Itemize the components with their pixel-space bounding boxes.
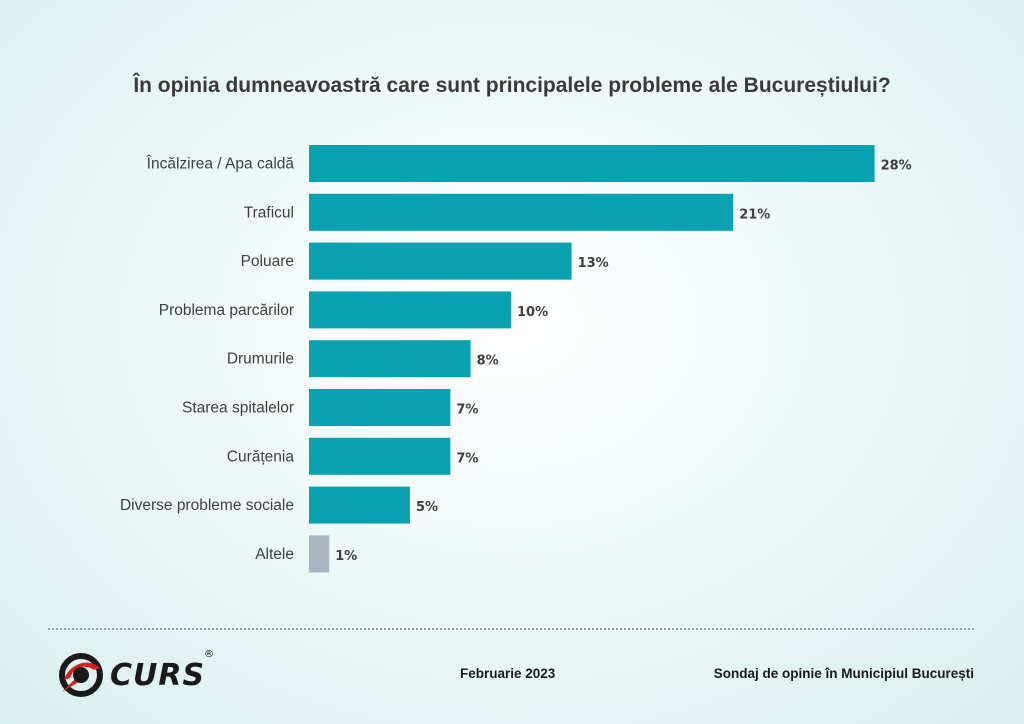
footer-survey-label: Sondaj de opinie în Municipiul București [713,666,974,681]
value-label: 13% [578,256,609,271]
bar-5 [309,389,451,426]
curs-logo: CURS ® [56,649,214,698]
value-label: 7% [456,451,478,466]
value-label: 7% [456,403,478,418]
bar-chart: Încălzirea / Apa caldă 28% Traficul 21% Polu… [120,145,912,573]
category-label: Traficul [244,204,294,221]
bar-7 [309,486,410,524]
curs-logo-icon [59,653,103,697]
category-label: Drumurile [227,351,294,368]
category-label: Poluare [241,253,294,270]
bar-2 [309,242,572,280]
bar-0 [309,145,875,182]
bar-8 [309,535,330,573]
value-label: 8% [477,354,499,369]
category-label: Altele [255,546,294,563]
value-label: 28% [881,159,912,174]
chart-title: În opinia dumneavoastră care sunt princi… [133,74,891,97]
value-label: 10% [517,305,548,320]
registered-mark: ® [204,649,214,660]
bar-3 [309,291,511,329]
value-label: 21% [739,207,770,222]
category-label: Diverse probleme sociale [120,497,294,514]
footer-date: Februarie 2023 [460,666,556,681]
curs-logo-text: CURS [110,657,206,693]
category-label: Încălzirea / Apa caldă [146,156,295,173]
category-label: Starea spitalelor [182,400,294,417]
category-label: Curățenia [227,448,295,465]
footer-divider [48,628,974,630]
bar-1 [309,193,734,231]
category-label: Problema parcărilor [159,302,294,319]
bar-6 [309,437,451,475]
value-label: 5% [416,500,438,515]
value-label: 1% [335,549,357,564]
bar-4 [309,340,471,378]
